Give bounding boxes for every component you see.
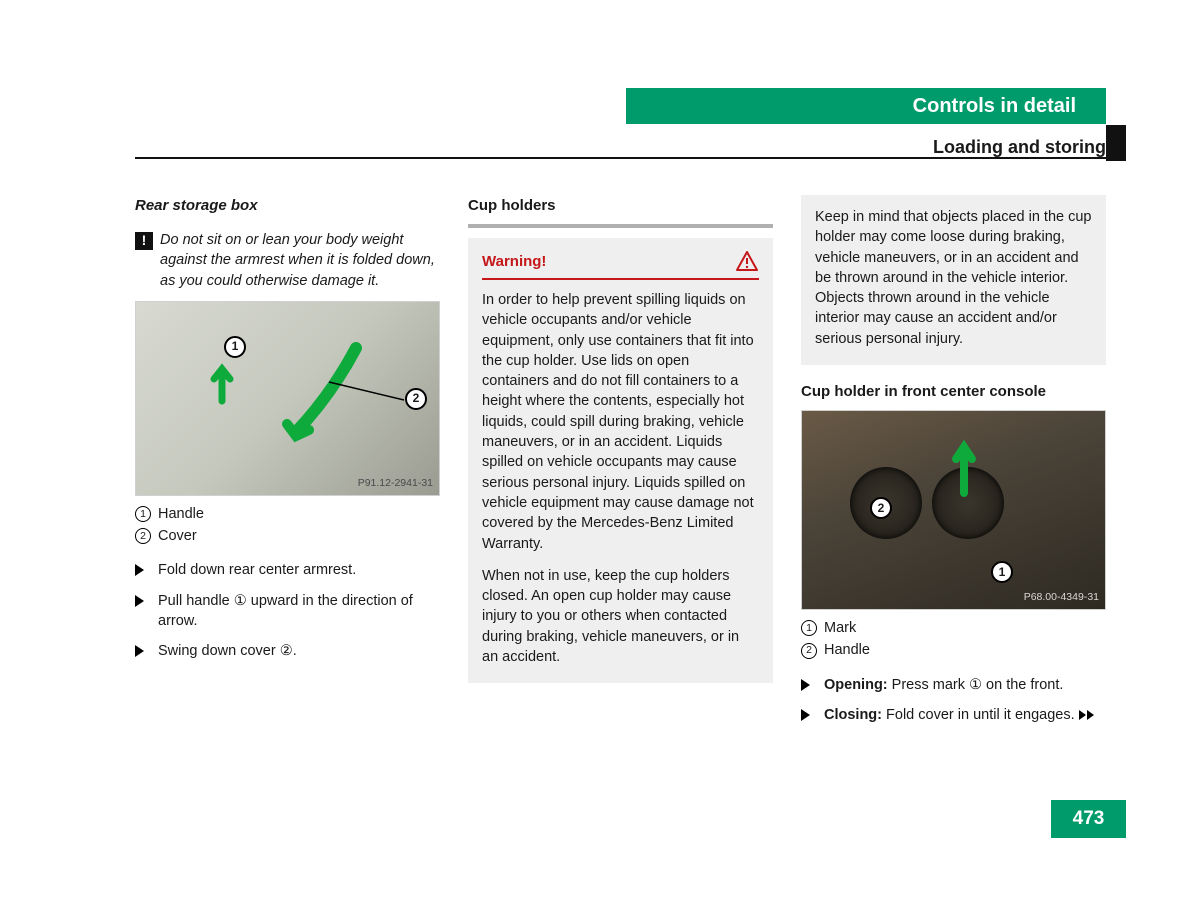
circled-1-icon: 1 (135, 506, 151, 522)
figure-ref-left: P91.12-2941-31 (358, 476, 433, 491)
bullet-text: Pull handle ① upward in the direction of… (158, 591, 440, 632)
info-box: Keep in mind that objects placed in the … (801, 195, 1106, 365)
figure-ref-right: P68.00-4349-31 (1024, 590, 1099, 605)
callout-1: 1 (991, 561, 1013, 583)
legend-2: Cover (158, 526, 197, 546)
caution-icon: ! (135, 232, 153, 250)
header-bar: Controls in detail (626, 88, 1106, 124)
section-rule (468, 224, 773, 228)
caution-text: Do not sit on or lean your body weight a… (160, 230, 440, 291)
bullet-bold: Closing: (824, 707, 882, 723)
rear-storage-figure: 1 2 P91.12-2941-31 (135, 301, 440, 496)
circled-2-icon: 2 (801, 643, 817, 659)
circled-2-icon: 2 (135, 528, 151, 544)
arrow-up-icon (950, 437, 978, 497)
warning-triangle-icon (735, 250, 759, 272)
triangle-bullet-icon (801, 679, 810, 691)
legend-1: Mark (824, 618, 856, 638)
rear-storage-title: Rear storage box (135, 195, 440, 216)
warning-title: Warning! (482, 251, 546, 272)
list-item: Pull handle ① upward in the direction of… (135, 591, 440, 632)
bullet-bold: Opening: (824, 677, 888, 693)
page-number: 473 (1073, 806, 1105, 833)
leader-lines (244, 348, 414, 408)
column-right: Keep in mind that objects placed in the … (801, 195, 1106, 735)
list-item: Swing down cover ②. (135, 641, 440, 661)
triangle-bullet-icon (135, 564, 144, 576)
legend-row: 2 Cover (135, 526, 440, 546)
list-item: Opening: Press mark ① on the front. (801, 675, 1106, 695)
circled-1-icon: 1 (801, 620, 817, 636)
bullet-text: Closing: Fold cover in until it engages. (824, 705, 1094, 725)
warning-header: Warning! (482, 250, 759, 280)
header-title: Controls in detail (913, 92, 1076, 120)
list-item: Closing: Fold cover in until it engages. (801, 705, 1106, 725)
triangle-bullet-icon (135, 645, 144, 657)
bullet-list-right: Opening: Press mark ① on the front. Clos… (801, 675, 1106, 726)
legend-1: Handle (158, 504, 204, 524)
bullet-text: Opening: Press mark ① on the front. (824, 675, 1063, 695)
bullet-text: Swing down cover ②. (158, 641, 297, 661)
header-edge-tab (1106, 125, 1126, 161)
warning-paragraph-2: When not in use, keep the cup holders cl… (482, 566, 759, 667)
front-console-figure: 1 2 P68.00-4349-31 (801, 410, 1106, 610)
bullet-rest: Press mark ① on the front. (888, 677, 1064, 693)
legend-2: Handle (824, 640, 870, 660)
list-item: Fold down rear center armrest. (135, 560, 440, 580)
front-console-title: Cup holder in front center console (801, 381, 1106, 402)
bullet-text: Fold down rear center armrest. (158, 560, 356, 580)
triangle-bullet-icon (801, 709, 810, 721)
callout-1: 1 (224, 336, 246, 358)
continue-icon (1079, 710, 1094, 720)
warning-paragraph-1: In order to help prevent spilling liquid… (482, 290, 759, 554)
cup-holders-title: Cup holders (468, 195, 773, 216)
triangle-bullet-icon (135, 595, 144, 607)
arrow-up-icon (206, 357, 238, 405)
bullet-list-left: Fold down rear center armrest. Pull hand… (135, 560, 440, 661)
bullet-rest: Fold cover in until it engages. (882, 707, 1075, 723)
header-rule (135, 157, 1126, 159)
callout-2: 2 (870, 497, 892, 519)
warning-box: Warning! In order to help prevent spilli… (468, 238, 773, 683)
content-columns: Rear storage box ! Do not sit on or lean… (135, 195, 1106, 735)
legend-row: 1 Handle (135, 504, 440, 524)
info-text: Keep in mind that objects placed in the … (815, 209, 1091, 347)
column-left: Rear storage box ! Do not sit on or lean… (135, 195, 440, 735)
column-center: Cup holders Warning! In order to help pr… (468, 195, 773, 735)
legend-row: 2 Handle (801, 640, 1106, 660)
caution-notice: ! Do not sit on or lean your body weight… (135, 230, 440, 291)
page-number-box: 473 (1051, 800, 1126, 838)
legend-row: 1 Mark (801, 618, 1106, 638)
